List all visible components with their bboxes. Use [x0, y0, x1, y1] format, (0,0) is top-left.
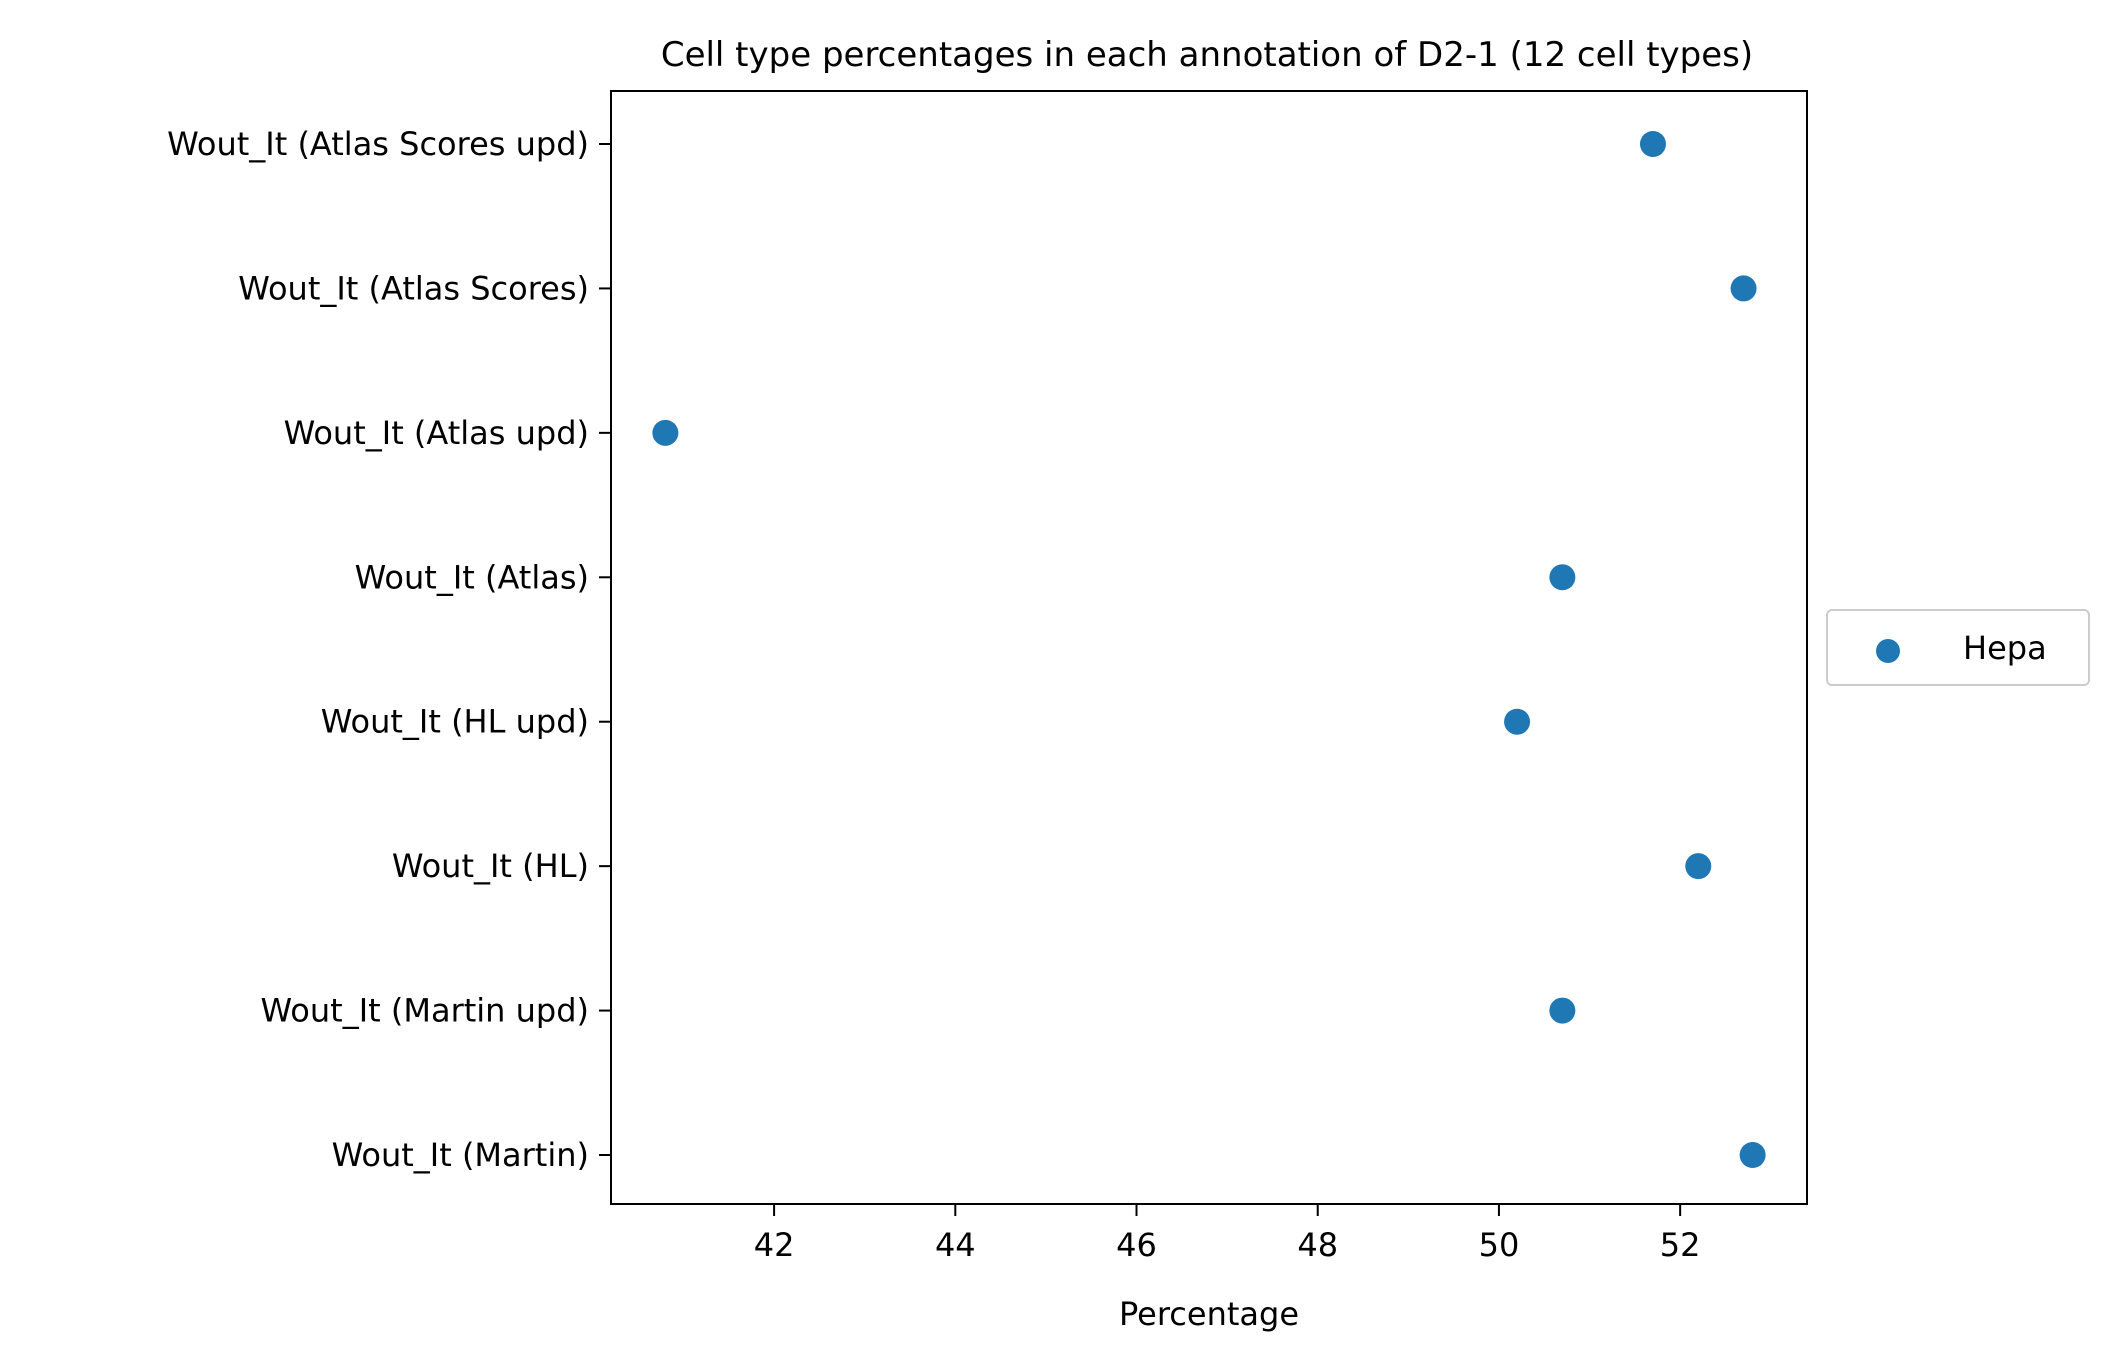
y-tick-label: Wout_It (Atlas Scores upd) — [167, 125, 589, 163]
x-tick-label: 46 — [1116, 1226, 1157, 1264]
data-point — [1549, 564, 1576, 591]
data-point — [1739, 1142, 1766, 1168]
legend: Hepa — [1826, 609, 2090, 686]
x-axis-label: Percentage — [1119, 1295, 1299, 1333]
data-point — [1549, 997, 1576, 1024]
y-tick-label: Wout_It (Martin upd) — [261, 992, 589, 1030]
x-tick-label: 48 — [1297, 1226, 1338, 1264]
data-point — [1685, 853, 1712, 880]
y-axis: Wout_It (Atlas Scores upd) Wout_It (Atlas… — [167, 125, 611, 1174]
x-axis: 42 44 46 48 50 52 — [754, 1204, 1701, 1264]
x-tick-label: 42 — [754, 1226, 795, 1264]
plot-area-frame — [610, 90, 1808, 1205]
x-tick-label: 44 — [935, 1226, 976, 1264]
y-tick-label: Wout_It (Atlas Scores) — [238, 269, 589, 307]
chart-title: Cell type percentages in each annotation… — [661, 35, 1753, 75]
y-tick-label: Wout_It (Atlas) — [355, 558, 589, 596]
legend-box — [1826, 609, 2090, 686]
legend-label-hepa: Hepa — [1963, 629, 2047, 667]
y-tick-label: Wout_It (Atlas upd) — [284, 414, 589, 452]
legend-marker-hepa — [1876, 639, 1900, 663]
x-tick-label: 52 — [1660, 1226, 1701, 1264]
y-tick-label: Wout_It (Martin) — [332, 1136, 589, 1174]
x-tick-label: 50 — [1479, 1226, 1520, 1264]
y-tick-label: Wout_It (HL) — [392, 847, 589, 885]
data-point — [652, 419, 679, 446]
y-tick-label: Wout_It (HL upd) — [321, 703, 589, 741]
data-point — [1504, 708, 1531, 735]
data-point — [1639, 131, 1666, 157]
data-points — [652, 131, 1766, 1168]
data-point — [1730, 275, 1757, 302]
